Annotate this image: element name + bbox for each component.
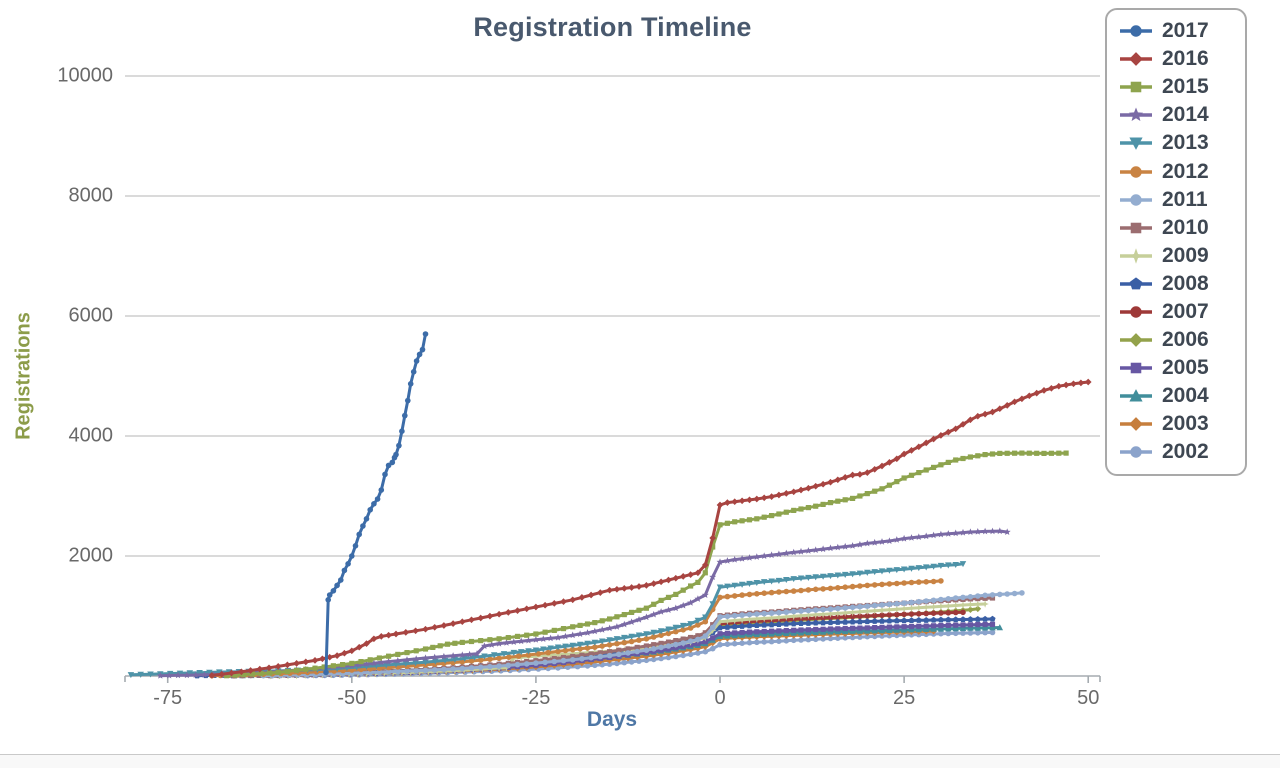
legend-item-2011: 2011 xyxy=(1117,186,1239,214)
chart-title: Registration Timeline xyxy=(473,12,752,42)
legend-item-2013: 2013 xyxy=(1117,129,1239,157)
svg-text:8000: 8000 xyxy=(69,184,114,206)
legend-marker-star-icon xyxy=(1120,107,1152,122)
page-divider xyxy=(0,754,1280,768)
legend-label: 2003 xyxy=(1162,412,1209,436)
legend-marker-square-icon xyxy=(1120,81,1152,93)
legend-label: 2013 xyxy=(1162,131,1209,155)
legend-item-2006: 2006 xyxy=(1117,326,1239,354)
x-axis: -75 -50 -25 0 25 50 xyxy=(124,675,1101,709)
legend-label: 2011 xyxy=(1162,187,1208,211)
legend-marker-circle-icon xyxy=(1120,446,1152,459)
svg-text:6000: 6000 xyxy=(69,304,114,326)
svg-text:50: 50 xyxy=(1077,687,1099,709)
legend-marker-circle-icon xyxy=(1120,25,1152,37)
svg-text:4000: 4000 xyxy=(69,424,114,446)
legend-item-2012: 2012 xyxy=(1117,157,1239,185)
legend-marker-tri-down-icon xyxy=(1120,137,1152,151)
legend-label: 2006 xyxy=(1162,328,1209,352)
legend-marker-circle-icon xyxy=(1120,165,1152,178)
legend-item-2009: 2009 xyxy=(1117,242,1239,270)
legend-item-2010: 2010 xyxy=(1117,214,1239,242)
legend-marker-diamond-icon xyxy=(1120,333,1152,347)
legend-marker-diamond-icon xyxy=(1120,417,1152,432)
legend-item-2007: 2007 xyxy=(1117,298,1239,326)
legend-item-2017: 2017 xyxy=(1117,17,1239,45)
legend-item-2005: 2005 xyxy=(1117,354,1239,382)
legend-label: 2012 xyxy=(1162,159,1209,183)
legend-label: 2008 xyxy=(1162,271,1209,295)
legend-item-2014: 2014 xyxy=(1117,101,1239,129)
legend-item-2008: 2008 xyxy=(1117,270,1239,298)
legend-marker-pentagon-icon xyxy=(1120,277,1152,290)
legend: 2017 2016 2015 2014 2013 2012 2011 2010 2009 2008… xyxy=(1105,8,1247,476)
legend-item-2015: 2015 xyxy=(1117,73,1239,101)
legend-label: 2016 xyxy=(1162,47,1209,71)
svg-text:25: 25 xyxy=(893,687,915,709)
legend-item-2003: 2003 xyxy=(1117,410,1239,438)
legend-marker-star4-icon xyxy=(1120,248,1152,264)
legend-marker-diamond-icon xyxy=(1120,52,1152,66)
legend-label: 2010 xyxy=(1162,215,1209,239)
legend-label: 2014 xyxy=(1162,103,1209,127)
svg-text:0: 0 xyxy=(714,687,725,709)
legend-label: 2015 xyxy=(1162,75,1209,99)
svg-text:-50: -50 xyxy=(337,687,366,709)
legend-marker-circle-icon xyxy=(1120,306,1152,318)
legend-marker-circle-icon xyxy=(1120,193,1152,206)
svg-text:2000: 2000 xyxy=(69,544,114,566)
legend-label: 2017 xyxy=(1162,19,1209,43)
x-axis-label: Days xyxy=(586,708,638,731)
legend-item-2004: 2004 xyxy=(1117,382,1239,410)
legend-marker-square-icon xyxy=(1120,222,1152,233)
series-2017 xyxy=(323,331,429,676)
svg-text:-75: -75 xyxy=(153,687,182,709)
legend-label: 2002 xyxy=(1162,440,1209,464)
legend-item-2016: 2016 xyxy=(1117,45,1239,73)
legend-marker-tri-up-icon xyxy=(1120,389,1152,402)
legend-label: 2009 xyxy=(1162,243,1209,267)
legend-item-2002: 2002 xyxy=(1117,438,1239,466)
svg-text:-25: -25 xyxy=(521,687,550,709)
legend-label: 2005 xyxy=(1162,356,1209,380)
y-gridlines xyxy=(125,75,1100,557)
y-tick-labels: 2000 4000 6000 8000 10000 xyxy=(57,64,113,566)
legend-marker-square-icon xyxy=(1120,362,1152,374)
series-2015 xyxy=(224,450,1069,679)
svg-text:10000: 10000 xyxy=(57,64,113,86)
legend-label: 2004 xyxy=(1162,384,1209,408)
legend-label: 2007 xyxy=(1162,299,1209,323)
series-2016 xyxy=(208,378,1092,679)
